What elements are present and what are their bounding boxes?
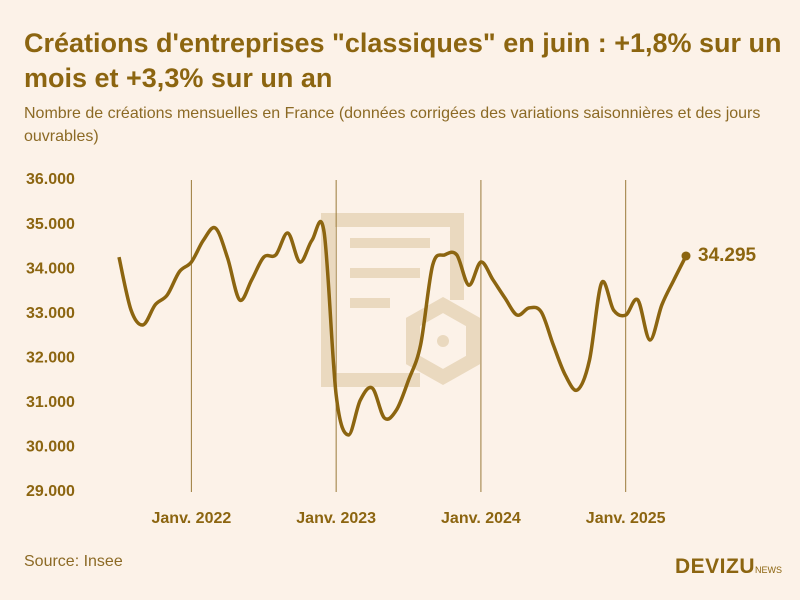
y-tick-label: 33.000 [26, 305, 75, 322]
brand-suffix: NEWS [755, 565, 782, 575]
x-tick-label: Janv. 2022 [152, 510, 232, 527]
end-point [681, 251, 691, 261]
x-tick-label: Janv. 2024 [441, 510, 521, 527]
brand-logo: DEVIZUNEWS [675, 555, 782, 579]
source: Source: Insee [24, 553, 123, 570]
y-tick-label: 34.000 [26, 260, 75, 277]
chart-subtitle: Nombre de créations mensuelles en France… [24, 105, 761, 145]
brand-name: DEVIZU [674, 555, 755, 578]
chart-title: Créations d'entreprises "classiques" en … [24, 28, 782, 93]
y-tick-label: 31.000 [26, 394, 75, 411]
value-label: 34.295 [698, 245, 757, 266]
y-tick-label: 35.000 [26, 216, 75, 233]
y-tick-label: 30.000 [26, 439, 75, 456]
x-tick-label: Janv. 2025 [586, 510, 666, 527]
data-line [117, 220, 688, 437]
y-tick-label: 32.000 [26, 350, 75, 367]
y-tick-label: 36.000 [26, 171, 75, 188]
x-tick-label: Janv. 2023 [296, 510, 376, 527]
watermark [321, 213, 480, 387]
y-tick-label: 29.000 [26, 483, 75, 500]
